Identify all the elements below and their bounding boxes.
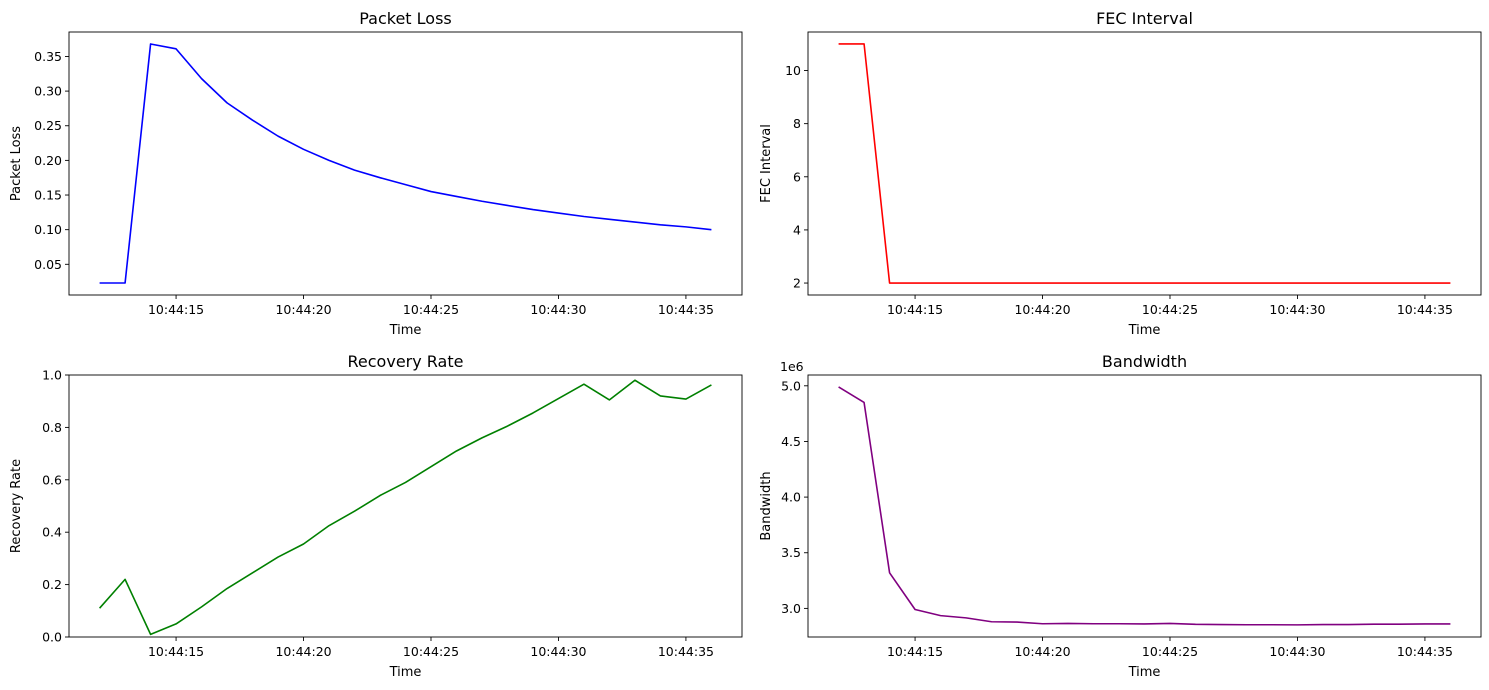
- y-tick-label: 4.5: [781, 434, 801, 449]
- subplot-1: Packet Loss 10:44:15 10:44:20 10:44:25 10:44…: [9, 9, 743, 338]
- y-tick-label: 6: [793, 169, 801, 184]
- axes-frame: [807, 31, 1482, 296]
- x-tick-label: 10:44:30: [530, 302, 586, 317]
- y-tick-label: 0.05: [34, 257, 62, 272]
- y-tick-label: 5.0: [781, 378, 801, 393]
- y-offset-label: 1e6: [780, 359, 804, 374]
- x-tick-label: 10:44:35: [1397, 302, 1453, 317]
- x-axis-label: Time: [1128, 323, 1161, 338]
- x-tick-label: 10:44:20: [275, 302, 331, 317]
- subplot-2: FEC Interval 10:44:15 10:44:20 10:44:25 10:4…: [759, 9, 1482, 338]
- y-tick-label: 0.25: [34, 118, 62, 133]
- axes-frame: [68, 31, 743, 296]
- x-tick-label: 10:44:25: [1142, 644, 1198, 659]
- y-axis-label: FEC Interval: [759, 124, 774, 203]
- x-tick-label: 10:44:20: [275, 644, 331, 659]
- x-tick-label: 10:44:35: [658, 302, 714, 317]
- y-tick-label: 4: [793, 222, 801, 237]
- x-tick-label: 10:44:25: [1142, 302, 1198, 317]
- y-tick-label: 0.10: [34, 222, 62, 237]
- axes-frame: [807, 374, 1482, 638]
- x-axis-label: Time: [389, 323, 422, 338]
- y-tick-label: 0.8: [42, 420, 62, 435]
- x-tick-label: 10:44:35: [1397, 644, 1453, 659]
- series-line: [838, 43, 1451, 284]
- y-axis-label: Bandwidth: [759, 471, 774, 540]
- x-tick-label: 10:44:20: [1014, 302, 1070, 317]
- y-axis-label: Recovery Rate: [9, 459, 24, 553]
- x-tick-label: 10:44:15: [887, 302, 943, 317]
- y-tick-label: 0.35: [34, 49, 62, 64]
- x-tick-label: 10:44:30: [1269, 644, 1325, 659]
- x-tick-label: 10:44:15: [887, 644, 943, 659]
- y-tick-label: 0.2: [42, 577, 62, 592]
- y-tick-label: 0.6: [42, 472, 62, 487]
- y-tick-label: 0.20: [34, 153, 62, 168]
- y-tick-label: 0.0: [42, 630, 62, 645]
- x-axis-label: Time: [1128, 665, 1161, 680]
- y-tick-label: 3.5: [781, 545, 801, 560]
- x-tick-label: 10:44:35: [658, 644, 714, 659]
- series-line: [98, 379, 712, 636]
- series-line: [99, 43, 712, 284]
- subplot-3: Recovery Rate 10:44:15 10:44:20 10:44:25 10:…: [9, 352, 743, 680]
- axes-frame: [68, 374, 743, 638]
- series-line: [838, 386, 1451, 626]
- x-tick-label: 10:44:30: [530, 644, 586, 659]
- y-tick-label: 8: [793, 116, 801, 131]
- x-tick-label: 10:44:15: [148, 644, 204, 659]
- x-tick-label: 10:44:30: [1269, 302, 1325, 317]
- x-tick-label: 10:44:25: [403, 302, 459, 317]
- y-tick-label: 0.4: [42, 525, 62, 540]
- y-tick-label: 0.30: [34, 84, 62, 99]
- chart-title: Bandwidth: [1102, 352, 1187, 371]
- subplot-4: Bandwidth 10:44:15 10:44:20 10:44:25 10:44:3…: [759, 352, 1482, 680]
- y-tick-label: 3.0: [781, 601, 801, 616]
- x-tick-label: 10:44:25: [403, 644, 459, 659]
- y-tick-label: 0.15: [34, 188, 62, 203]
- x-tick-label: 10:44:15: [148, 302, 204, 317]
- x-tick-label: 10:44:20: [1014, 644, 1070, 659]
- y-tick-label: 4.0: [781, 490, 801, 505]
- y-tick-label: 10: [785, 63, 801, 78]
- chart-title: FEC Interval: [1096, 9, 1193, 28]
- y-tick-label: 2: [793, 276, 801, 291]
- chart-title: Recovery Rate: [348, 352, 464, 371]
- x-axis-label: Time: [389, 665, 422, 680]
- y-tick-label: 1.0: [42, 368, 62, 383]
- y-axis-label: Packet Loss: [9, 126, 24, 201]
- chart-title: Packet Loss: [359, 9, 452, 28]
